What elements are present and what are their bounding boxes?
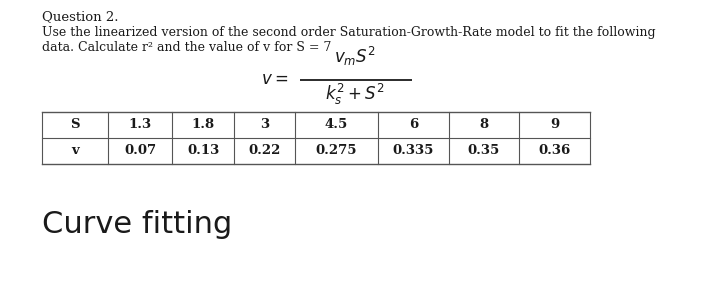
Text: 3: 3 xyxy=(260,118,269,131)
Text: $\mathit{v}=$: $\mathit{v}=$ xyxy=(261,71,288,88)
Text: Question 2.: Question 2. xyxy=(42,10,119,23)
Text: 1.8: 1.8 xyxy=(192,118,215,131)
Text: 0.275: 0.275 xyxy=(316,144,357,158)
Text: v: v xyxy=(71,144,79,158)
Text: $k_s^2+S^2$: $k_s^2+S^2$ xyxy=(325,82,384,107)
Text: 0.22: 0.22 xyxy=(248,144,281,158)
Text: 0.35: 0.35 xyxy=(468,144,500,158)
Text: Use the linearized version of the second order Saturation-Growth-Rate model to f: Use the linearized version of the second… xyxy=(42,26,656,39)
Text: 0.07: 0.07 xyxy=(124,144,156,158)
Text: $\mathit{v_m}S^2$: $\mathit{v_m}S^2$ xyxy=(334,45,376,68)
Text: S: S xyxy=(71,118,80,131)
Text: 0.36: 0.36 xyxy=(539,144,571,158)
Text: Curve fitting: Curve fitting xyxy=(42,210,233,239)
Text: 6: 6 xyxy=(409,118,418,131)
Text: 4.5: 4.5 xyxy=(325,118,348,131)
Text: 0.335: 0.335 xyxy=(393,144,434,158)
Text: 8: 8 xyxy=(480,118,489,131)
Text: 1.3: 1.3 xyxy=(128,118,152,131)
Text: 9: 9 xyxy=(550,118,559,131)
Text: data. Calculate r² and the value of v for S = 7: data. Calculate r² and the value of v fo… xyxy=(42,41,331,54)
Text: 0.13: 0.13 xyxy=(187,144,219,158)
